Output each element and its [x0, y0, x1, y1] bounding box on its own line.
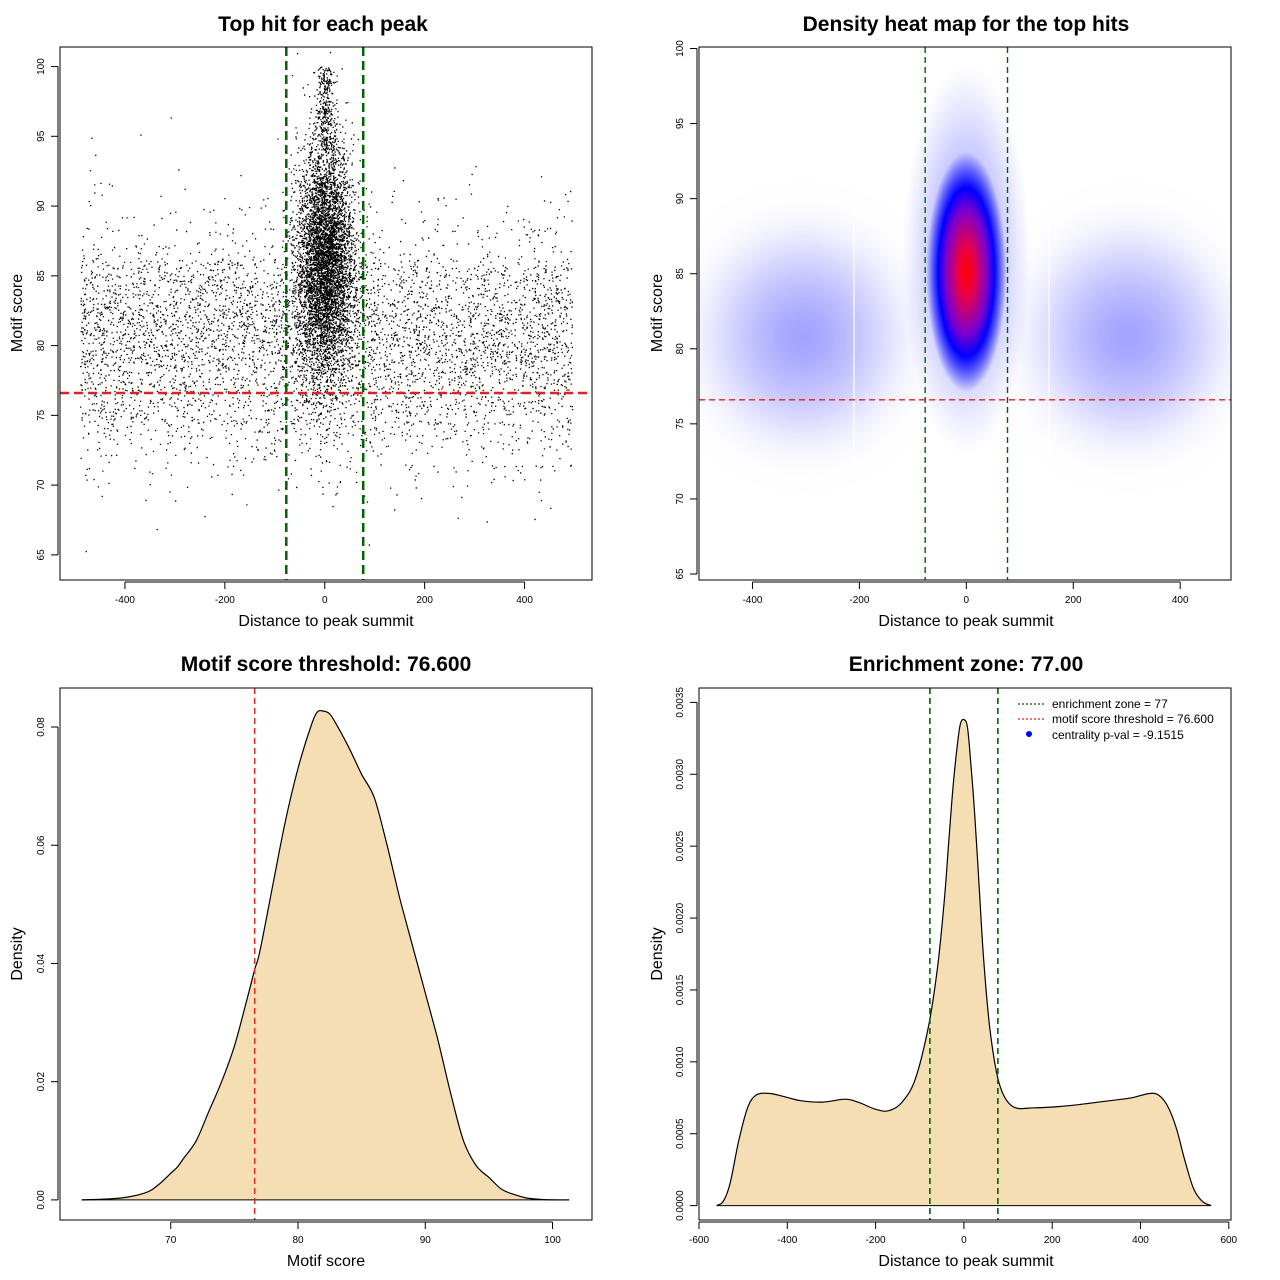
score-density-area	[81, 710, 570, 1200]
x-tick-label: 400	[516, 595, 533, 606]
scatter-y-axis-label: Motif score	[9, 274, 26, 352]
scatter-panel: Top hit for each peak -400 -200 0 200 400 65 7…	[9, 13, 593, 630]
score-density-panel: Motif score threshold: 76.600 70 80 90 100 0…	[9, 653, 593, 1270]
x-tick-label: 600	[1220, 1235, 1237, 1246]
x-tick-label: -600	[689, 1235, 709, 1246]
x-tick-label: -200	[849, 595, 869, 606]
x-tick-label: -400	[777, 1235, 797, 1246]
y-tick-label: 75	[675, 418, 686, 430]
y-tick-label: 95	[675, 118, 686, 130]
y-tick-label: 80	[675, 343, 686, 355]
y-tick-label: 0.02	[36, 1072, 47, 1092]
x-tick-label: 90	[420, 1235, 432, 1246]
heatmap-band-right	[1008, 209, 1231, 465]
y-tick-label: 95	[36, 130, 47, 142]
score-density-curve	[81, 709, 570, 1201]
scatter-title: Top hit for each peak	[218, 13, 428, 36]
x-tick-label: 200	[1044, 1235, 1061, 1246]
x-tick-label: 100	[544, 1235, 561, 1246]
heatmap-band-left	[699, 209, 925, 465]
heatmap-y-axis-label: Motif score	[649, 274, 666, 352]
score-density-y-axis-label: Density	[9, 927, 26, 980]
enrichment-density-title: Enrichment zone: 77.00	[849, 653, 1084, 676]
legend-pval-label: centrality p-val = -9.1515	[1052, 728, 1184, 742]
score-density-title: Motif score threshold: 76.600	[181, 653, 472, 676]
y-tick-label: 0.0035	[675, 687, 686, 718]
legend: enrichment zone = 77 motif score thresho…	[1018, 697, 1214, 742]
enrichment-density-area	[716, 719, 1212, 1206]
enrichment-density-plot-frame	[698, 687, 1232, 1221]
score-density-x-axis-label: Motif score	[287, 1253, 365, 1270]
heatmap-plot-frame	[698, 46, 1232, 581]
y-tick-label: 0.0010	[675, 1046, 686, 1077]
y-tick-label: 0.0005	[675, 1118, 686, 1149]
y-tick-label: 0.0000	[675, 1190, 686, 1221]
y-tick-label: 70	[36, 479, 47, 491]
y-tick-label: 90	[675, 193, 686, 205]
enrichment-density-curve	[716, 718, 1212, 1207]
legend-threshold-label: motif score threshold = 76.600	[1052, 712, 1214, 726]
y-tick-label: 0.06	[36, 835, 47, 855]
x-tick-label: 0	[964, 595, 970, 606]
x-tick-label: 200	[1065, 595, 1082, 606]
y-tick-label: 75	[36, 409, 47, 421]
legend-pval-dot	[1026, 731, 1032, 737]
x-tick-label: 400	[1132, 1235, 1149, 1246]
x-tick-label: 400	[1172, 595, 1189, 606]
y-tick-label: 85	[675, 268, 686, 280]
heatmap-panel: Density heat map for the top hits -400 -2…	[649, 13, 1232, 630]
y-tick-label: 65	[675, 568, 686, 580]
x-tick-label: 70	[165, 1235, 177, 1246]
y-tick-label: 0.0030	[675, 759, 686, 790]
x-tick-label: -200	[866, 1235, 886, 1246]
heatmap-title: Density heat map for the top hits	[803, 13, 1130, 36]
x-tick-label: 0	[322, 595, 328, 606]
y-tick-label: 90	[36, 200, 47, 212]
y-tick-label: 0.0015	[675, 974, 686, 1005]
y-tick-label: 0.08	[36, 717, 47, 737]
y-tick-label: 0.0025	[675, 830, 686, 861]
scatter-plot-frame	[59, 46, 593, 581]
scatter-x-axis-label: Distance to peak summit	[238, 613, 414, 630]
x-tick-label: 200	[416, 595, 433, 606]
x-tick-label: 80	[292, 1235, 304, 1246]
y-tick-label: 0.00	[36, 1190, 47, 1210]
enrichment-density-x-axis-label: Distance to peak summit	[878, 1253, 1054, 1270]
heatmap-core	[926, 152, 1007, 393]
y-tick-label: 70	[675, 493, 686, 505]
y-tick-label: 0.04	[36, 953, 47, 973]
enrichment-density-y-axis-label: Density	[649, 927, 666, 980]
x-tick-label: -400	[115, 595, 135, 606]
x-tick-label: -400	[742, 595, 762, 606]
y-tick-label: 80	[36, 340, 47, 352]
heatmap-x-axis-label: Distance to peak summit	[878, 613, 1054, 630]
score-density-plot-frame	[59, 687, 593, 1221]
x-tick-label: -200	[215, 595, 235, 606]
y-tick-label: 100	[36, 58, 47, 75]
y-tick-label: 65	[36, 549, 47, 561]
legend-enrichment-label: enrichment zone = 77	[1052, 697, 1168, 711]
scatter-points	[80, 51, 574, 553]
x-tick-label: 0	[961, 1235, 967, 1246]
enrichment-density-panel: Enrichment zone: 77.00 -600 -400 -200 0 200 4…	[649, 653, 1238, 1270]
y-tick-label: 100	[675, 40, 686, 57]
y-tick-label: 0.0020	[675, 902, 686, 933]
y-tick-label: 85	[36, 270, 47, 282]
